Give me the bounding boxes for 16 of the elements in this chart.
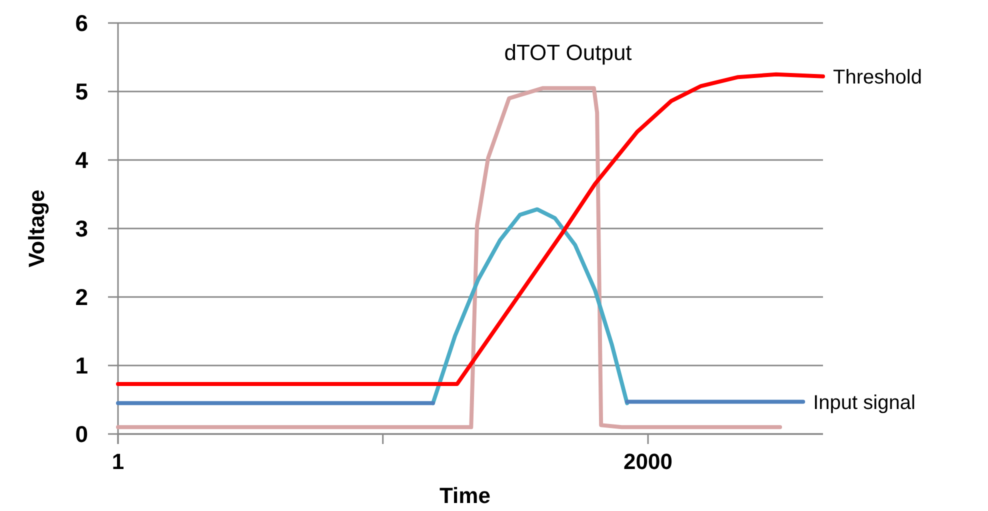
line-series xyxy=(116,72,825,386)
line-series xyxy=(116,86,782,430)
y-tick-label: 0 xyxy=(75,421,88,447)
y-tick-label: 6 xyxy=(75,10,88,36)
annotation: dTOT Output xyxy=(504,40,632,65)
y-tick-label: 3 xyxy=(75,216,88,242)
y-tick-label: 5 xyxy=(75,78,88,104)
y-tick-label: 2 xyxy=(75,284,88,310)
series-label: Threshold xyxy=(833,66,922,88)
line-series xyxy=(430,207,630,406)
y-axis-title: Voltage xyxy=(24,190,49,268)
x-axis-title: Time xyxy=(440,483,490,508)
x-tick-label: 2000 xyxy=(624,449,672,474)
series-label: Input signal xyxy=(813,392,916,414)
y-tick-label: 4 xyxy=(75,147,88,173)
y-tick-label: 1 xyxy=(75,352,88,378)
